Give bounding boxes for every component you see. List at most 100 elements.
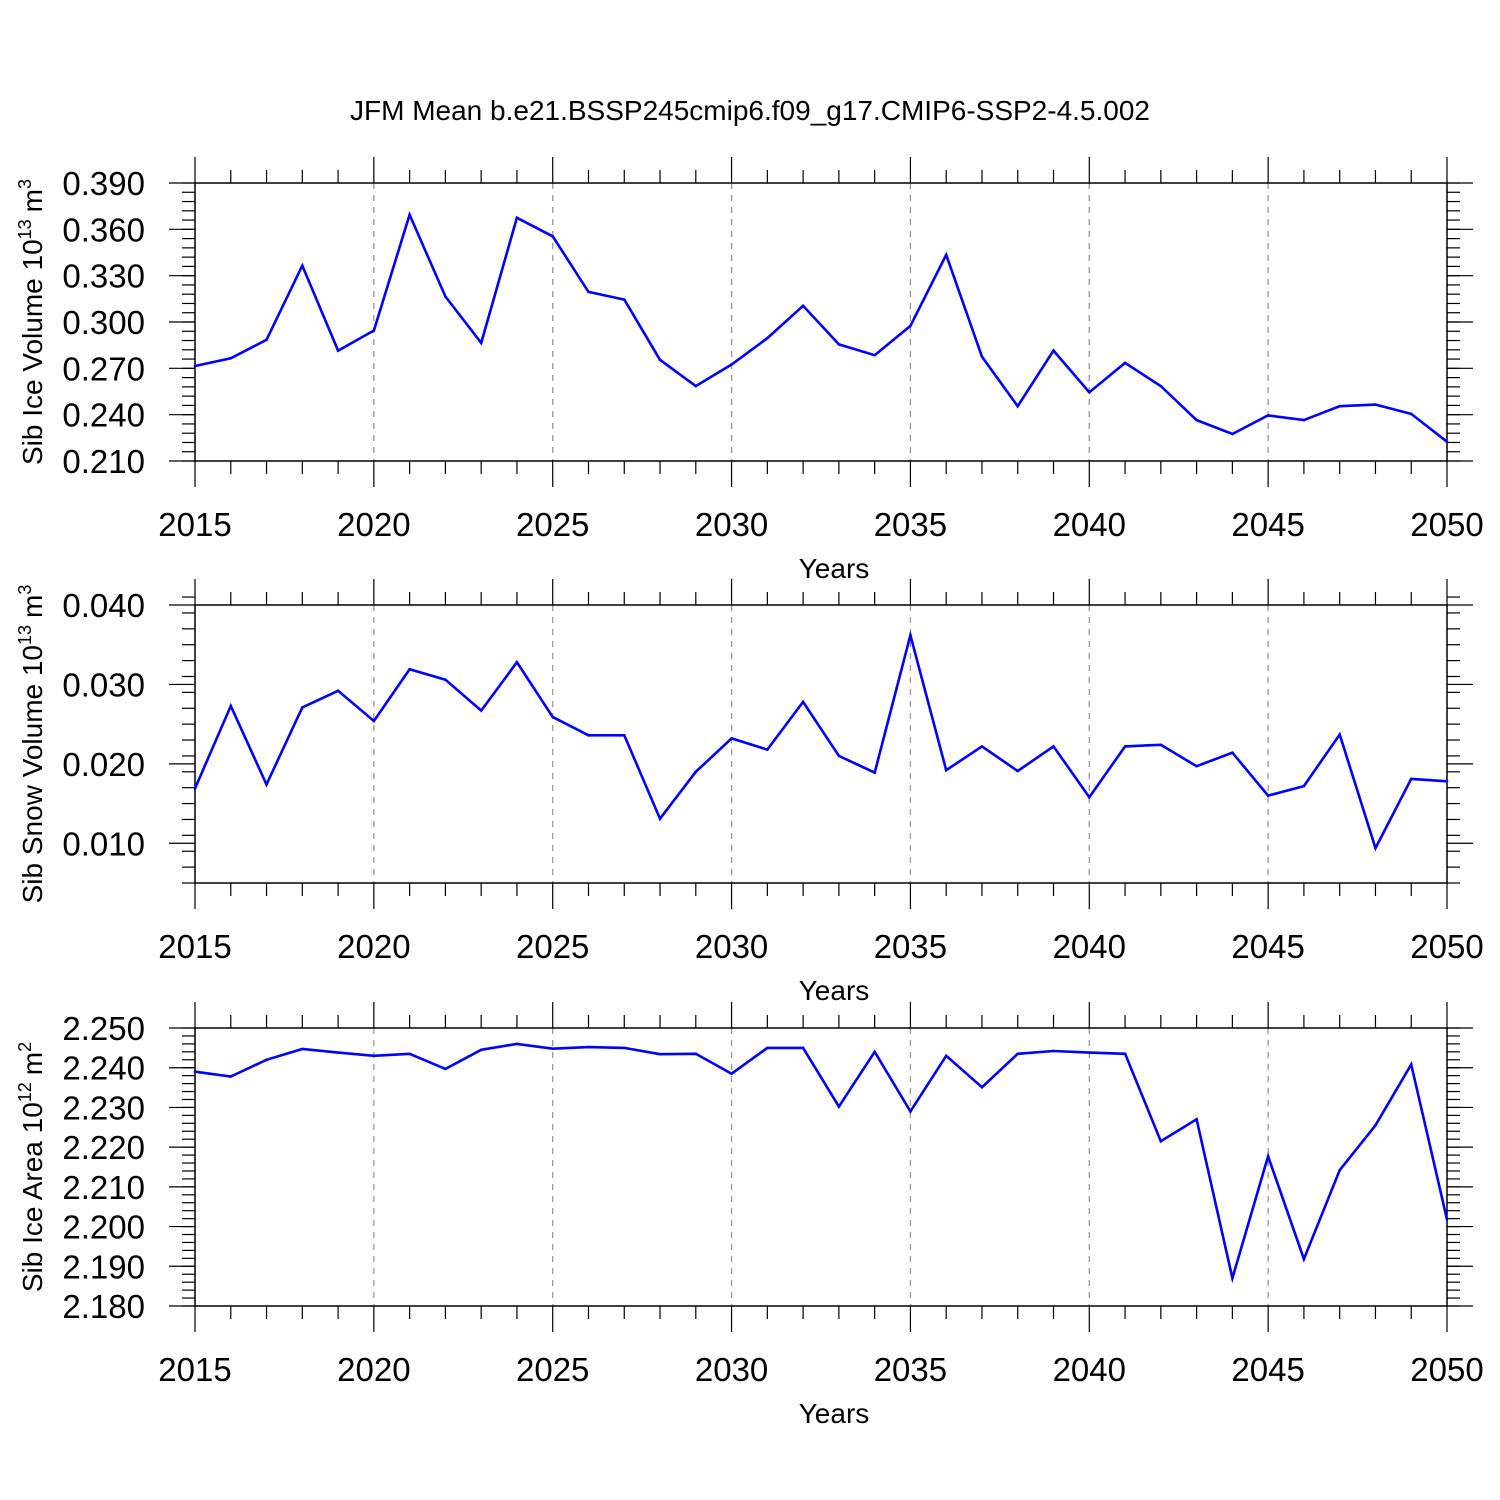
y-axis-title-exponent: 13 bbox=[15, 219, 35, 239]
panel-ice-area: 2015 2020 2025 2030 2035 2040 2045 2050 Years 2.1… bbox=[15, 1002, 1484, 1429]
data-point-ice-area-2024 bbox=[515, 1042, 519, 1046]
data-point-snow-volume-2024 bbox=[515, 660, 519, 664]
data-point-snow-volume-2047 bbox=[1338, 733, 1341, 736]
x-tick-label: 2045 bbox=[1231, 1351, 1304, 1388]
data-point-snow-volume-2036 bbox=[944, 768, 948, 772]
x-tick-label: 2030 bbox=[695, 506, 768, 543]
x-tick-label: 2025 bbox=[516, 928, 589, 965]
data-point-snow-volume-2035 bbox=[909, 633, 912, 637]
data-point-ice-volume-2040 bbox=[1087, 390, 1091, 394]
data-point-ice-area-2043 bbox=[1195, 1118, 1198, 1121]
data-point-ice-volume-2032 bbox=[801, 304, 805, 308]
data-point-snow-volume-2040 bbox=[1087, 795, 1091, 799]
data-point-ice-volume-2017 bbox=[265, 338, 268, 342]
data-point-snow-volume-2029 bbox=[694, 770, 698, 774]
data-point-ice-area-2047 bbox=[1338, 1168, 1341, 1172]
data-point-ice-volume-2036 bbox=[944, 253, 948, 257]
y-axis-title: Sib Snow Volume 1013 m3 bbox=[15, 585, 48, 904]
data-point-ice-volume-2022 bbox=[444, 295, 447, 298]
data-point-ice-area-2025 bbox=[551, 1047, 555, 1050]
data-point-ice-volume-2021 bbox=[408, 213, 411, 216]
y-axis-title-text: Sib Ice Volume 10 bbox=[17, 239, 48, 465]
panel-snow-volume: 2015 2020 2025 2030 2035 2040 2045 2050 Years 0.0… bbox=[15, 579, 1484, 1006]
data-point-ice-area-2045 bbox=[1266, 1154, 1270, 1158]
data-point-ice-volume-2048 bbox=[1374, 403, 1377, 406]
data-point-snow-volume-2021 bbox=[408, 668, 411, 671]
x-tick-label: 2015 bbox=[158, 506, 231, 543]
data-point-snow-volume-2022 bbox=[444, 678, 447, 681]
y-tick-label: 0.300 bbox=[62, 304, 145, 341]
data-point-ice-volume-2041 bbox=[1123, 361, 1127, 365]
data-point-snow-volume-2026 bbox=[587, 733, 590, 737]
data-point-snow-volume-2041 bbox=[1123, 745, 1127, 748]
data-point-ice-volume-2025 bbox=[551, 234, 555, 238]
data-point-ice-area-2030 bbox=[730, 1072, 733, 1075]
x-axis-title: Years bbox=[799, 1398, 870, 1429]
data-point-ice-volume-2046 bbox=[1302, 418, 1306, 422]
data-point-ice-volume-2030 bbox=[730, 363, 733, 366]
data-point-ice-area-2031 bbox=[766, 1046, 769, 1050]
data-point-snow-volume-2046 bbox=[1302, 784, 1306, 788]
y-axis-title: Sib Ice Area 1012 m2 bbox=[15, 1042, 48, 1292]
data-point-ice-area-2039 bbox=[1052, 1049, 1055, 1053]
y-axis-title-unit-exponent: 3 bbox=[15, 179, 35, 189]
data-point-snow-volume-2031 bbox=[766, 748, 769, 751]
data-point-snow-volume-2044 bbox=[1231, 751, 1234, 755]
data-point-ice-volume-2034 bbox=[873, 353, 876, 357]
data-point-ice-volume-2035 bbox=[909, 324, 912, 328]
data-point-snow-volume-2030 bbox=[730, 737, 733, 740]
y-tick-label: 0.270 bbox=[62, 350, 145, 387]
data-point-ice-area-2021 bbox=[408, 1052, 411, 1056]
y-tick-label: 2.230 bbox=[62, 1089, 145, 1126]
y-tick-label: 2.220 bbox=[62, 1129, 145, 1166]
x-tick-label: 2025 bbox=[516, 506, 589, 543]
x-tick-label: 2015 bbox=[158, 928, 231, 965]
data-point-ice-volume-2033 bbox=[837, 343, 841, 346]
x-axis-title: Years bbox=[799, 975, 870, 1006]
data-point-snow-volume-2050 bbox=[1445, 780, 1449, 783]
data-point-ice-area-2029 bbox=[694, 1052, 698, 1056]
data-point-ice-volume-2042 bbox=[1159, 384, 1163, 388]
y-tick-label: 2.190 bbox=[62, 1248, 145, 1285]
y-tick-label: 2.180 bbox=[62, 1288, 145, 1325]
x-tick-label: 2030 bbox=[695, 928, 768, 965]
y-tick-label: 2.200 bbox=[62, 1209, 145, 1246]
data-point-snow-volume-2038 bbox=[1016, 769, 1020, 773]
x-tick-label: 2050 bbox=[1410, 506, 1483, 543]
data-point-ice-area-2044 bbox=[1231, 1276, 1234, 1280]
data-point-ice-area-2017 bbox=[265, 1058, 268, 1062]
data-point-ice-area-2016 bbox=[229, 1075, 233, 1078]
series-line-snow-volume bbox=[193, 630, 1448, 852]
data-point-ice-volume-2020 bbox=[372, 329, 376, 332]
x-tick-label: 2015 bbox=[158, 1351, 231, 1388]
y-axis-title-unit: m bbox=[17, 595, 48, 618]
data-point-ice-volume-2031 bbox=[766, 336, 769, 340]
data-point-ice-area-2034 bbox=[873, 1050, 876, 1054]
y-axis-title-unit-exponent: 2 bbox=[15, 1042, 35, 1052]
data-point-ice-area-2049 bbox=[1409, 1063, 1413, 1066]
data-point-ice-area-2037 bbox=[980, 1085, 984, 1089]
panel-ice-volume: 2015 2020 2025 2030 2035 2040 2045 2050 Years 0.2… bbox=[15, 157, 1484, 584]
x-tick-label: 2020 bbox=[337, 1351, 410, 1388]
x-tick-label: 2045 bbox=[1231, 506, 1304, 543]
data-point-snow-volume-2023 bbox=[479, 709, 483, 712]
y-axis-title: Sib Ice Volume 1013 m3 bbox=[15, 179, 48, 465]
y-tick-label: 2.240 bbox=[62, 1050, 145, 1087]
data-point-snow-volume-2020 bbox=[372, 719, 376, 723]
data-point-ice-volume-2050 bbox=[1445, 440, 1449, 443]
x-tick-label: 2045 bbox=[1231, 928, 1304, 965]
series-line-ice-area bbox=[194, 1042, 1449, 1284]
x-tick-label: 2035 bbox=[874, 506, 947, 543]
data-point-ice-area-2042 bbox=[1159, 1139, 1163, 1143]
data-point-ice-volume-2047 bbox=[1338, 404, 1341, 408]
y-tick-label: 2.210 bbox=[62, 1169, 145, 1206]
x-tick-label: 2030 bbox=[695, 1351, 768, 1388]
y-tick-label: 0.040 bbox=[62, 587, 145, 624]
data-point-ice-area-2046 bbox=[1302, 1257, 1306, 1261]
data-point-ice-area-2023 bbox=[479, 1048, 483, 1052]
y-axis-title-exponent: 13 bbox=[15, 625, 35, 645]
figure-title: JFM Mean b.e21.BSSP245cmip6.f09_g17.CMIP… bbox=[350, 95, 1150, 126]
data-point-ice-area-2048 bbox=[1374, 1124, 1377, 1127]
y-axis-title-text: Sib Snow Volume 10 bbox=[17, 645, 48, 903]
